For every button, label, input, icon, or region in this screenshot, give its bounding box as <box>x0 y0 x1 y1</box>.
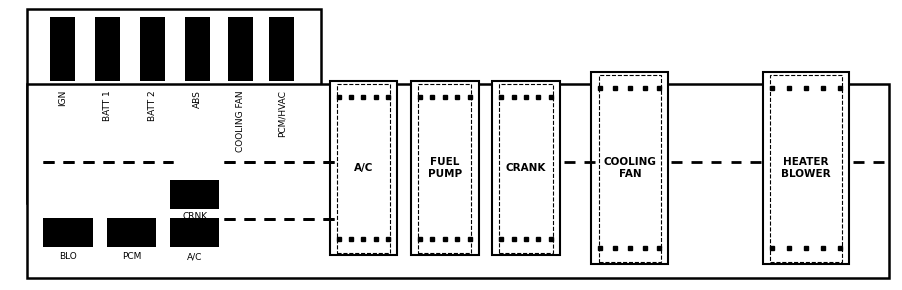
Bar <box>43 218 93 246</box>
Bar <box>418 84 471 253</box>
Text: IGN: IGN <box>58 90 67 106</box>
Bar <box>227 17 253 81</box>
Text: BATT 2: BATT 2 <box>148 90 157 121</box>
Bar <box>140 17 165 81</box>
Bar <box>591 72 667 264</box>
Bar <box>170 218 219 246</box>
Bar <box>762 72 848 264</box>
Bar <box>336 84 390 253</box>
Text: BATT 1: BATT 1 <box>103 90 112 121</box>
Text: A/C: A/C <box>187 252 202 261</box>
Text: FUEL
PUMP: FUEL PUMP <box>428 157 461 179</box>
Bar <box>27 9 320 203</box>
Bar <box>769 75 841 262</box>
Bar <box>269 17 294 81</box>
Bar <box>185 17 210 81</box>
Text: BLO: BLO <box>60 252 77 261</box>
Bar <box>27 84 888 278</box>
Text: ABS: ABS <box>193 90 202 108</box>
Bar <box>598 75 660 262</box>
Text: A/C: A/C <box>354 163 373 173</box>
Bar <box>492 81 559 255</box>
Text: COOLING FAN: COOLING FAN <box>235 90 244 151</box>
Text: PCM: PCM <box>122 252 141 261</box>
Bar <box>106 218 156 246</box>
Bar <box>410 81 478 255</box>
Text: PCM/HVAC: PCM/HVAC <box>277 90 286 137</box>
Bar <box>499 84 552 253</box>
Text: HEATER
BLOWER: HEATER BLOWER <box>780 157 830 179</box>
Bar <box>95 17 120 81</box>
Text: CRNK: CRNK <box>182 212 207 221</box>
Text: CRANK: CRANK <box>505 163 546 173</box>
Bar <box>329 81 397 255</box>
Bar <box>50 17 75 81</box>
Bar <box>170 180 219 209</box>
Text: COOLING
FAN: COOLING FAN <box>603 157 656 179</box>
